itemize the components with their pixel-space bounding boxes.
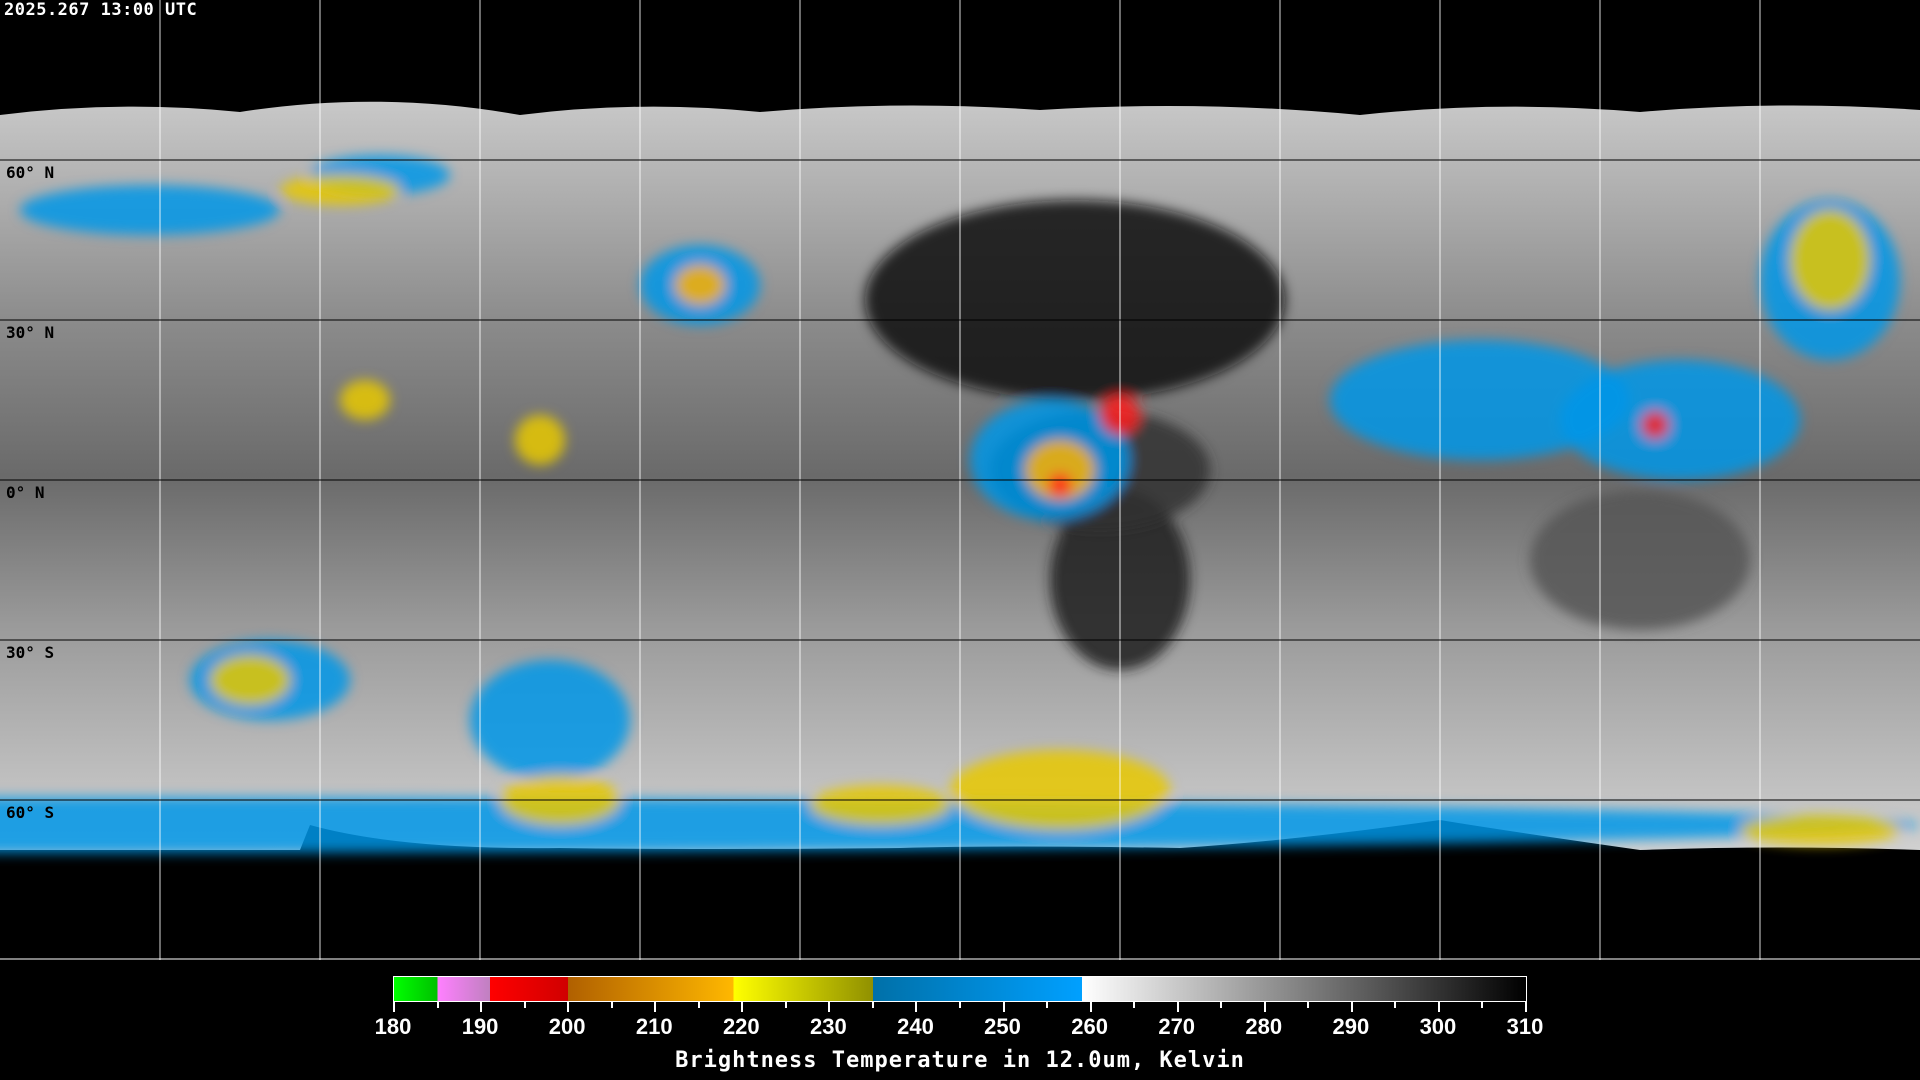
colorbar-tick [784, 1002, 787, 1008]
cloud-feature [470, 660, 630, 780]
lat-label-0n: 0° N [6, 483, 45, 502]
lat-lon-grid [0, 0, 1920, 960]
colorbar-tick-label: 240 [897, 1014, 934, 1039]
colorbar-tick [1437, 1002, 1440, 1012]
colorbar-tick [1350, 1002, 1353, 1012]
colorbar-tick [1263, 1002, 1266, 1012]
colorbar-tick-label: 250 [984, 1014, 1021, 1039]
lat-label-60n: 60° N [6, 163, 55, 182]
lat-label-60s: 60° S [6, 803, 55, 822]
colorbar-tick-label: 290 [1332, 1014, 1370, 1039]
cloud-feature [515, 415, 565, 465]
colorbar-tick [959, 1002, 961, 1008]
colorbar-tick-label: 310 [1506, 1014, 1544, 1039]
colorbar-tick [1525, 1002, 1527, 1012]
colorbar-tick [741, 1002, 744, 1012]
colorbar-tick [523, 1002, 526, 1008]
cloud-feature [1330, 340, 1630, 460]
cloud-feature [865, 200, 1285, 400]
cloud-feature [1025, 440, 1095, 500]
colorbar-tick-label: 190 [461, 1014, 499, 1039]
colorbar-tick [1220, 1002, 1223, 1008]
cloud-feature [1560, 360, 1800, 480]
colorbar-tick [1089, 1002, 1092, 1012]
cloud-feature [20, 185, 280, 235]
cloud-feature [280, 175, 400, 205]
colorbar-tick [871, 1002, 874, 1008]
cloud-feature [210, 655, 290, 705]
colorbar [393, 976, 1527, 1002]
cloud-feature [1641, 411, 1669, 439]
colorbar-tick [828, 1002, 831, 1012]
colorbar-tick-label: 210 [635, 1014, 673, 1039]
cloud-feature [340, 380, 390, 420]
cloud-feature [1530, 490, 1750, 630]
colorbar-tick-label: 300 [1419, 1014, 1457, 1039]
colorbar-tick [1394, 1002, 1397, 1008]
cloud-feature [1790, 210, 1870, 310]
cloud-feature [675, 265, 725, 305]
satellite-map [0, 0, 1920, 960]
colorbar-tick [436, 1002, 439, 1008]
colorbar-tick [1002, 1002, 1005, 1012]
colorbar-tick [610, 1002, 613, 1008]
cloud-feature [1048, 473, 1072, 497]
colorbar-tick [1307, 1002, 1310, 1008]
colorbar-tick [480, 1002, 483, 1012]
cloud-feature [1740, 815, 1900, 845]
colorbar-tick-label: 180 [374, 1014, 412, 1039]
colorbar-tick [1481, 1002, 1484, 1008]
colorbar-title: Brightness Temperature in 12.0um, Kelvin [675, 1048, 1245, 1073]
colorbar-tick [567, 1002, 570, 1012]
colorbar-tick-label: 230 [810, 1014, 847, 1039]
lat-label-30n: 30° N [6, 323, 55, 342]
colorbar-tick-label: 280 [1245, 1014, 1283, 1039]
colorbar-tick [1133, 1002, 1136, 1008]
colorbar-tick-label: 260 [1071, 1014, 1108, 1039]
colorbar-tick [654, 1002, 657, 1012]
colorbar-tick [697, 1002, 700, 1008]
cloud-feature [810, 785, 950, 825]
colorbar-tick [1046, 1002, 1049, 1008]
colorbar-tick [393, 1002, 395, 1012]
colorbar-tick [1176, 1002, 1179, 1012]
lat-label-30s: 30° S [6, 643, 55, 662]
timestamp: 2025.267 13:00 UTC [4, 0, 198, 20]
cloud-feature [950, 750, 1170, 830]
colorbar-tick-label: 270 [1158, 1014, 1196, 1039]
colorbar-tick-label: 200 [548, 1014, 586, 1039]
colorbar-tick-label: 220 [722, 1014, 760, 1039]
colorbar-tick [915, 1002, 918, 1012]
